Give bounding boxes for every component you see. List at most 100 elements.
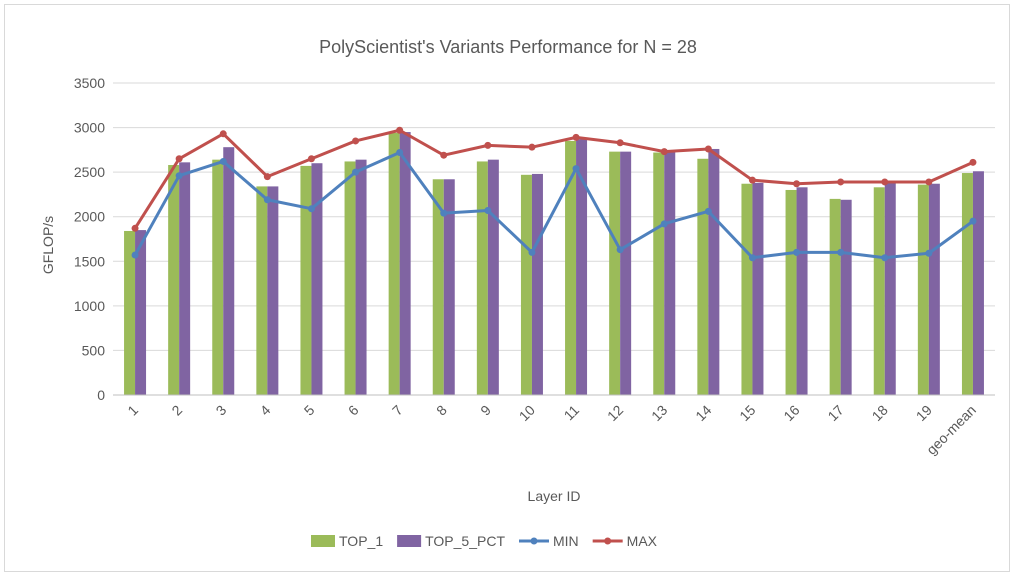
bar-top-1	[961, 173, 973, 395]
bar-top-1	[697, 158, 709, 395]
x-tick-label: 16	[780, 402, 802, 424]
x-tick-label: 12	[604, 402, 626, 424]
point-max	[616, 139, 624, 147]
bar-top-1	[520, 174, 532, 395]
point-min	[440, 209, 448, 217]
legend-label: MIN	[553, 533, 579, 549]
bar-top-1	[344, 161, 356, 395]
legend-marker	[530, 537, 538, 545]
bar-top-5-pct	[708, 148, 720, 395]
line-min	[133, 151, 974, 260]
y-axis-label: GFLOP/s	[40, 216, 56, 274]
legend-label: TOP_5_PCT	[425, 533, 505, 549]
point-min	[572, 165, 580, 173]
bar-top-5-pct	[487, 159, 499, 395]
bar-top-5-pct	[884, 181, 896, 395]
y-tick-label: 1000	[74, 298, 105, 314]
bar-top-5-pct	[752, 182, 764, 395]
bar-top-1	[300, 165, 312, 395]
bar-top-5-pct	[443, 179, 455, 395]
bar-top-5-pct	[972, 171, 984, 395]
legend-swatch	[397, 535, 422, 547]
x-axis-label: Layer ID	[528, 488, 581, 504]
point-min	[616, 246, 624, 254]
point-min	[219, 157, 227, 165]
point-min	[969, 217, 977, 225]
chart-frame: PolyScientist's Variants Performance for…	[4, 4, 1010, 572]
legend-marker	[604, 537, 612, 545]
point-max	[307, 155, 315, 163]
bar-top-5-pct	[355, 159, 367, 395]
point-min	[175, 172, 183, 180]
bar-top-5-pct	[620, 151, 632, 395]
x-tick-label: 9	[477, 402, 494, 419]
point-max	[837, 178, 845, 186]
x-tick-label: 17	[824, 402, 846, 424]
chart-title: PolyScientist's Variants Performance for…	[319, 37, 697, 57]
x-tick-label: 15	[736, 402, 758, 424]
y-tick-label: 500	[82, 342, 106, 358]
x-tick-label: 2	[168, 402, 185, 419]
legend-label: MAX	[627, 533, 658, 549]
point-max	[396, 126, 404, 134]
point-max	[440, 151, 448, 159]
point-min	[925, 249, 933, 257]
y-tick-label: 0	[97, 387, 105, 403]
legend-label: TOP_1	[339, 533, 383, 549]
bar-top-5-pct	[664, 151, 676, 395]
point-max	[704, 145, 712, 153]
bar-top-1	[212, 159, 224, 395]
bar-top-1	[917, 184, 929, 395]
bar-top-1	[741, 183, 753, 395]
point-min	[528, 248, 536, 256]
point-max	[572, 133, 580, 141]
point-min	[660, 220, 668, 228]
y-tick-label: 1500	[74, 253, 105, 269]
point-max	[263, 173, 271, 181]
point-min	[881, 254, 889, 262]
point-min	[748, 254, 756, 262]
bar-top-5-pct	[796, 187, 808, 395]
point-max	[925, 178, 933, 186]
bar-top-5-pct	[840, 199, 852, 395]
point-max	[793, 180, 801, 188]
bar-top-5-pct	[311, 163, 323, 395]
x-tick-label: 8	[433, 402, 450, 419]
bars	[124, 132, 984, 396]
chart-svg: PolyScientist's Variants Performance for…	[40, 37, 995, 549]
x-tick-label: 5	[301, 402, 318, 419]
point-min	[484, 206, 492, 214]
bar-top-5-pct	[223, 147, 235, 395]
point-max	[175, 155, 183, 163]
bar-top-1	[124, 230, 136, 395]
legend: TOP_1 TOP_5_PCT MIN MAX	[311, 533, 658, 549]
point-max	[528, 143, 536, 151]
point-max	[219, 130, 227, 138]
bar-top-1	[785, 189, 797, 395]
legend-swatch	[311, 535, 335, 547]
bar-top-5-pct	[531, 173, 543, 395]
bar-top-5-pct	[267, 186, 279, 395]
point-max	[352, 137, 360, 145]
bar-top-5-pct	[179, 162, 191, 395]
bar-top-1	[653, 152, 665, 395]
x-tick-label: 19	[913, 402, 935, 424]
y-tick-label: 3000	[74, 120, 105, 136]
bar-top-5-pct	[576, 139, 588, 395]
x-tick-label: 1	[124, 402, 141, 419]
y-tick-label: 3500	[74, 75, 105, 91]
bar-top-1	[476, 161, 488, 395]
point-max	[881, 178, 889, 186]
point-min	[263, 196, 271, 204]
x-tick-label: 11	[561, 402, 583, 424]
bar-top-1	[873, 187, 885, 395]
line-max	[133, 128, 974, 230]
point-min	[352, 168, 360, 176]
bar-top-1	[432, 179, 444, 395]
point-min	[307, 205, 315, 213]
x-tick-label: 3	[213, 402, 230, 419]
bar-top-5-pct	[135, 230, 147, 395]
point-max	[748, 176, 756, 184]
bar-top-1	[388, 132, 400, 396]
point-min	[837, 248, 845, 256]
